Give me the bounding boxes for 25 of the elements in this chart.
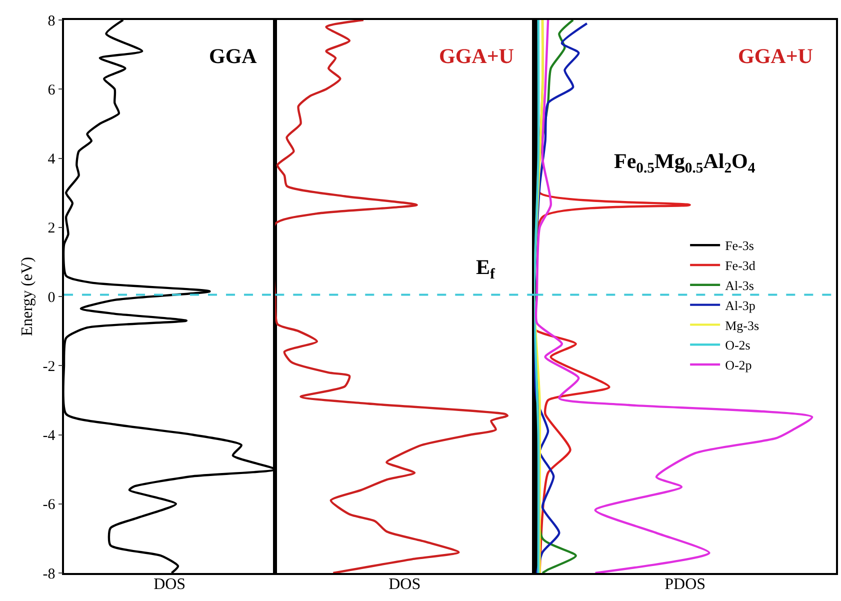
annotation: Fe$_{0.5}$Mg$_{0.5}$Al$_{2}$O$_{4}$ [614, 149, 756, 176]
y-tick-label: -8 [42, 566, 56, 582]
legend-label: O-2s [725, 338, 750, 353]
y-tick-label: 6 [48, 82, 56, 98]
y-axis-title: Energy (eV) [19, 256, 36, 336]
y-tick-label: 8 [48, 13, 56, 30]
text: GGA+U [439, 44, 514, 68]
legend-label: Mg-3s [725, 318, 760, 333]
y-tick-label: -6 [42, 497, 56, 514]
legend-label: Al-3s [725, 278, 754, 293]
y-tick-label: -2 [42, 358, 56, 375]
x-axis-title: PDOS [664, 576, 706, 593]
annotation: E$_{f}$ [476, 255, 496, 282]
legend-label: Fe-3d [725, 258, 756, 274]
text: GGA [209, 44, 258, 68]
legend-label: O-2p [725, 358, 752, 373]
text: GGA+U [738, 44, 813, 68]
legend-label: Fe-3s [725, 238, 754, 254]
x-axis-title: DOS [388, 576, 421, 593]
legend-label: Al-3p [725, 298, 756, 313]
y-tick-label: 2 [48, 220, 56, 237]
y-tick-label: -4 [42, 428, 56, 444]
y-tick-label: 4 [48, 152, 56, 168]
y-tick-label: 0 [48, 290, 56, 306]
x-axis-title: DOS [154, 576, 186, 593]
